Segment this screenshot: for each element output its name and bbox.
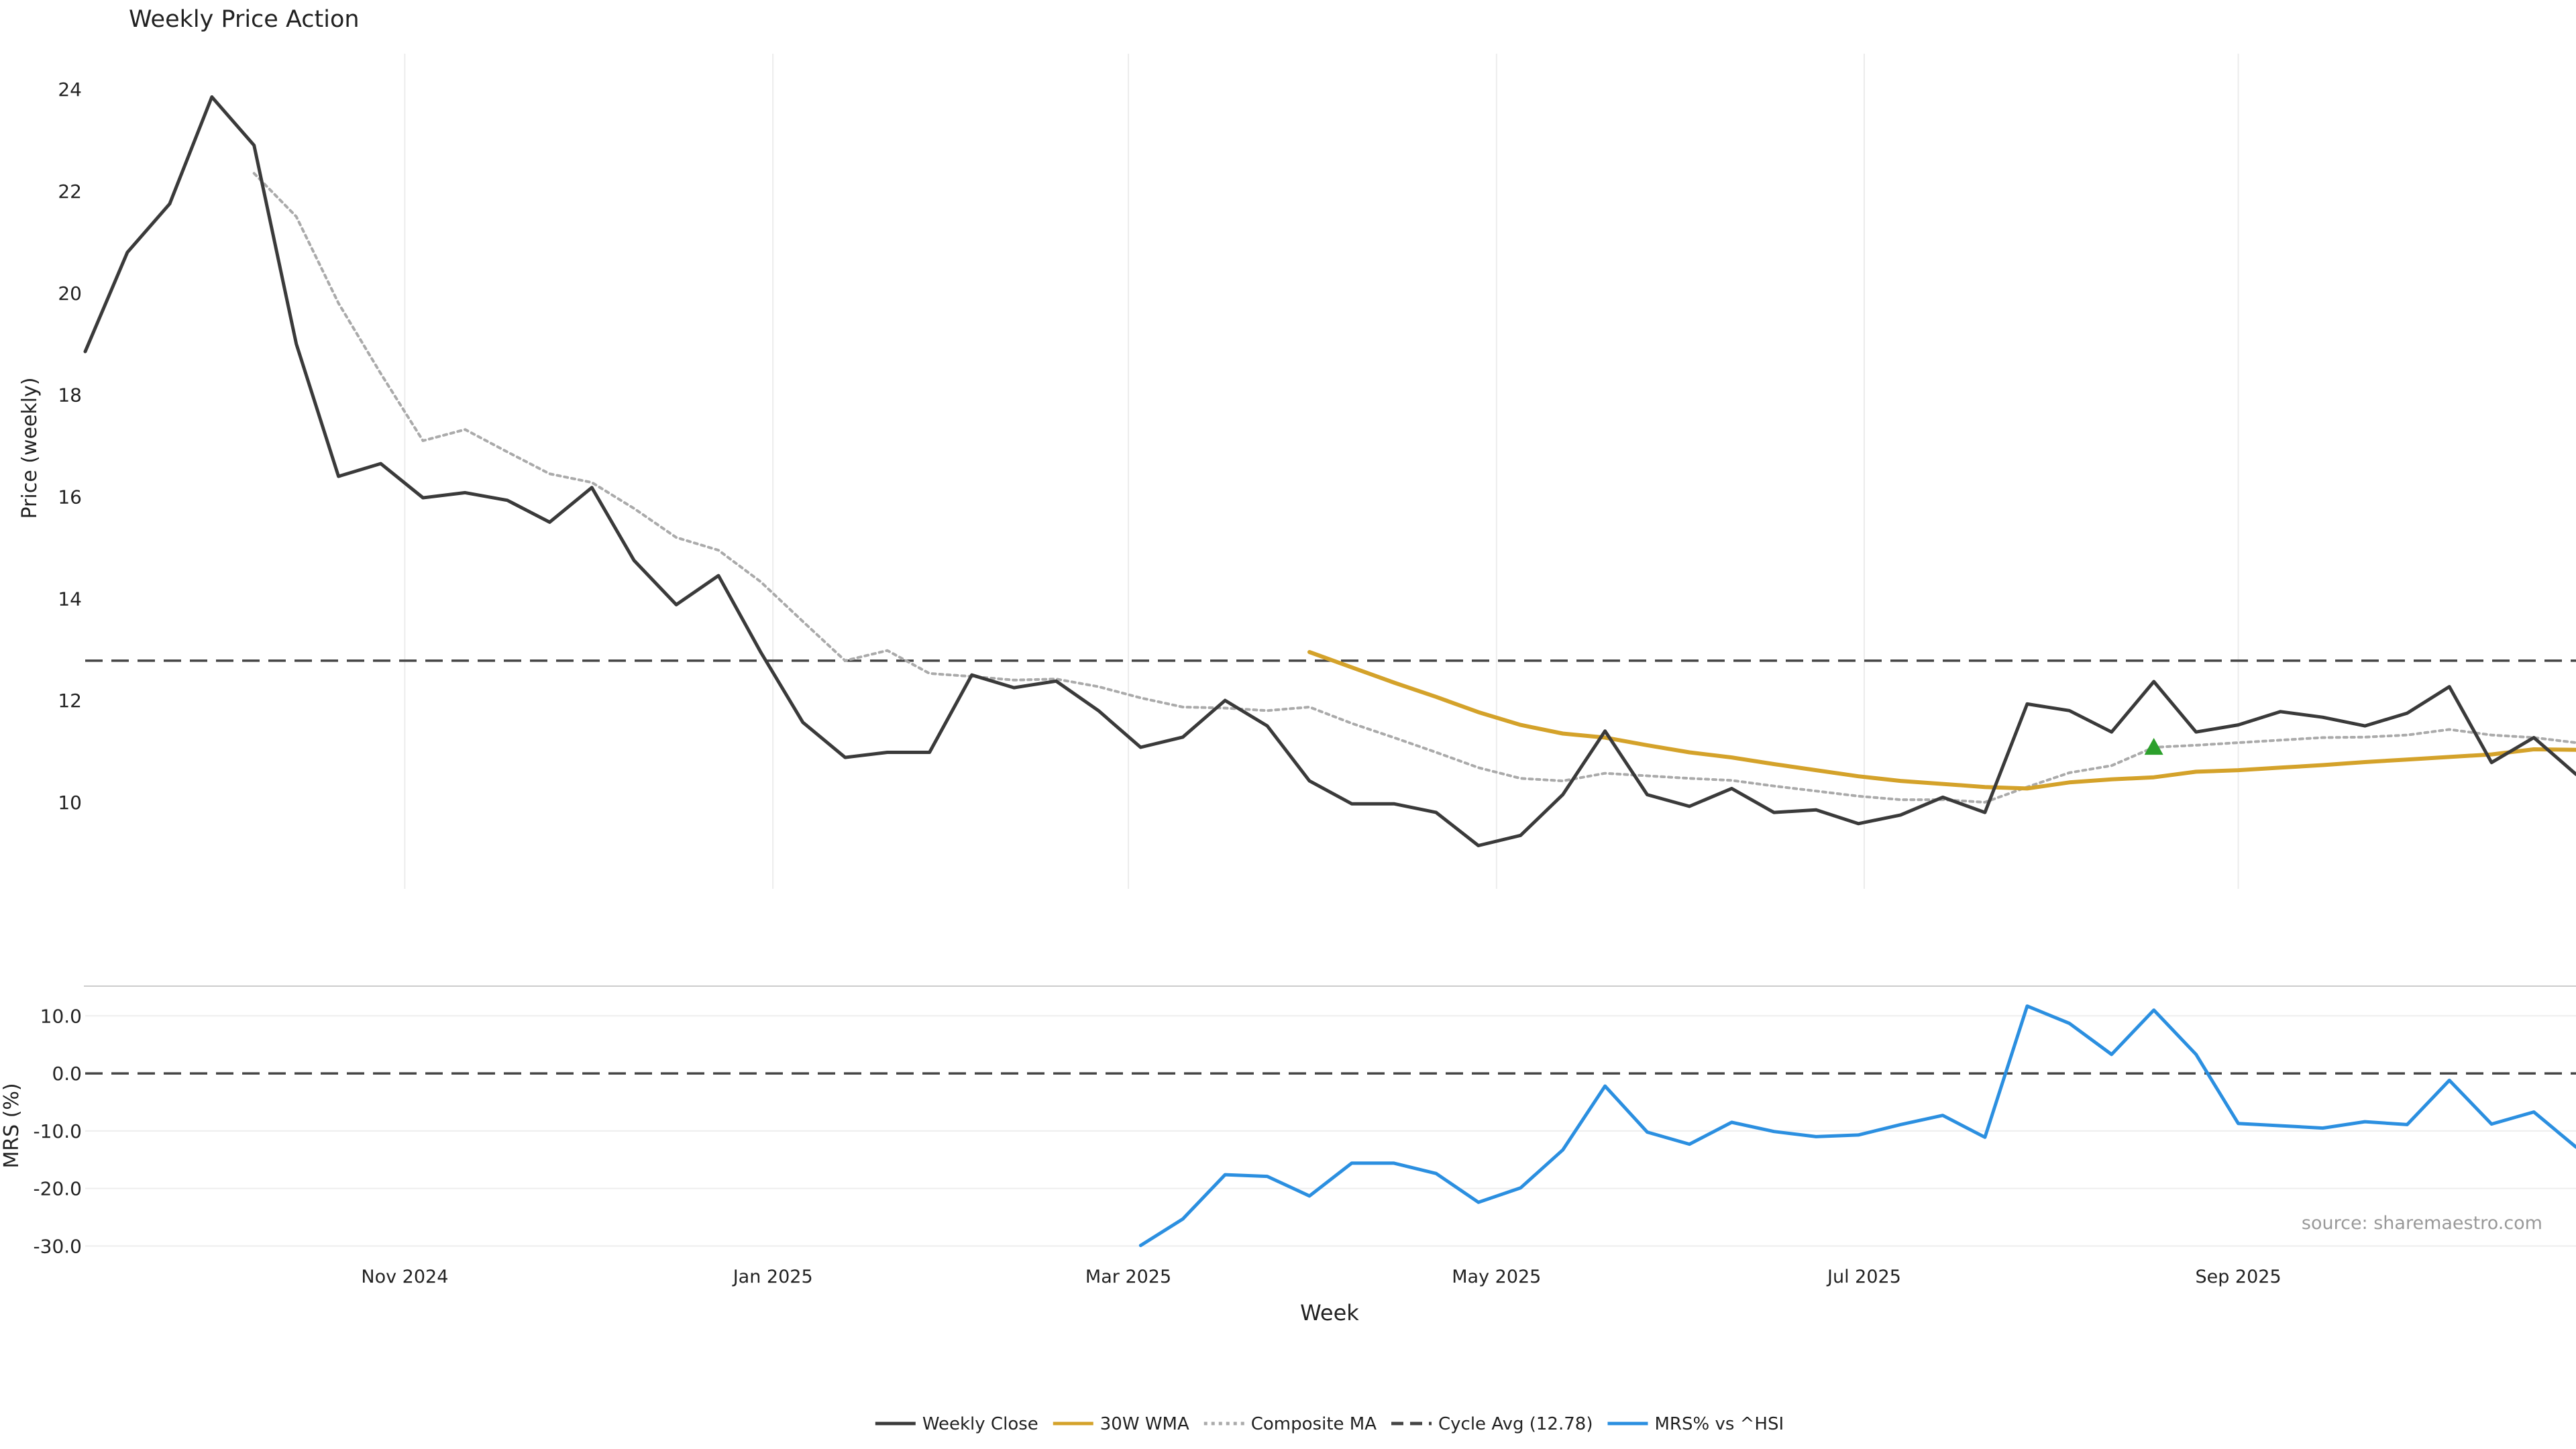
- price-y-tick-label: 22: [58, 180, 82, 203]
- x-tick-label: Jul 2025: [1826, 1267, 1901, 1287]
- x-tick-label: Jan 2025: [732, 1267, 813, 1287]
- mrs-panel: MRS (%) -30.0 -20.0 -10.0 0.0 10.0 source: s…: [0, 985, 2576, 1326]
- mrs-y-tick-label: 10.0: [40, 1005, 82, 1027]
- series-composite-ma: [252, 172, 2576, 804]
- price-y-axis-label: Price (weekly): [18, 377, 42, 519]
- series-30w-wma: [1307, 650, 2576, 791]
- price-y-tick-label: 20: [58, 282, 82, 305]
- chart-title: Weekly Price Action: [129, 6, 360, 33]
- mrs-y-tick-label: 0.0: [52, 1063, 82, 1085]
- price-panel: Weekly Price Action Price (weekly) 10121…: [18, 6, 2576, 889]
- price-markers: [2144, 737, 2163, 755]
- legend-label: MRS% vs ^HSI: [1654, 1414, 1784, 1434]
- price-y-tick-label: 18: [58, 384, 82, 407]
- signal-marker-triangle: [2144, 737, 2163, 755]
- x-axis-label: Week: [1300, 1300, 1359, 1326]
- price-y-tick-label: 16: [58, 486, 82, 508]
- mrs-y-tick-label: -20.0: [34, 1178, 82, 1200]
- x-tick-label: May 2025: [1452, 1267, 1541, 1287]
- source-annotation: source: sharemaestro.com: [2302, 1213, 2542, 1234]
- legend-label: 30W WMA: [1100, 1414, 1189, 1434]
- price-gridlines: [404, 54, 2239, 889]
- legend-item-composite-ma: Composite MA: [1203, 1414, 1377, 1434]
- mrs-y-tick-label: -30.0: [34, 1235, 82, 1257]
- price-y-ticks: 10 12 14 16 18 20 22 24: [58, 78, 82, 814]
- price-y-tick-label: 10: [58, 792, 82, 814]
- legend-label: Cycle Avg (12.78): [1438, 1414, 1593, 1434]
- x-tick-label: Nov 2024: [361, 1267, 448, 1287]
- price-series: [83, 95, 2576, 847]
- legend-label: Composite MA: [1251, 1414, 1377, 1434]
- price-y-tick-label: 24: [58, 78, 82, 101]
- legend-item-cycle-avg-12-78: Cycle Avg (12.78): [1391, 1414, 1593, 1434]
- legend: Weekly Close 30W WMA Composite MA Cycle Avg…: [875, 1414, 1784, 1434]
- legend-item-mrs-vs-hsi: MRS% vs ^HSI: [1607, 1414, 1784, 1434]
- x-tick-label: Mar 2025: [1085, 1267, 1171, 1287]
- mrs-y-ticks: -30.0 -20.0 -10.0 0.0 10.0: [34, 1005, 82, 1257]
- price-y-tick-label: 12: [58, 690, 82, 712]
- mrs-y-tick-label: -10.0: [34, 1120, 82, 1142]
- series-weekly-close: [83, 95, 2576, 847]
- price-y-tick-label: 14: [58, 588, 82, 610]
- mrs-series: [85, 1004, 2576, 1248]
- x-axis-ticks: Nov 2024 Jan 2025 Mar 2025 May 2025 Jul 2025…: [361, 1267, 2281, 1287]
- series-mrs-vs-hsi: [1138, 1004, 2576, 1248]
- legend-item-30w-wma: 30W WMA: [1053, 1414, 1189, 1434]
- x-tick-label: Sep 2025: [2195, 1267, 2281, 1287]
- legend-item-weekly-close: Weekly Close: [875, 1414, 1038, 1434]
- mrs-y-axis-label: MRS (%): [0, 1083, 23, 1168]
- legend-label: Weekly Close: [922, 1414, 1038, 1434]
